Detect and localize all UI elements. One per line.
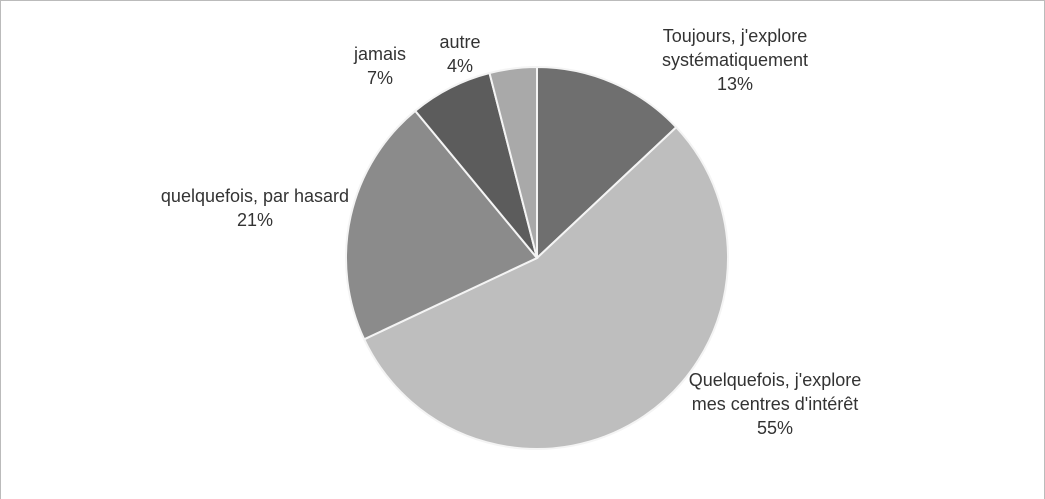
pie-slice xyxy=(345,109,539,341)
value-label: 7% xyxy=(366,68,393,88)
value-label: 4% xyxy=(446,56,473,76)
slice-label: Quelquefois, j'explore mes centres d'int… xyxy=(685,368,865,440)
category-label: Toujours, j'explore systématiquement xyxy=(661,26,809,70)
category-label: jamais xyxy=(353,44,406,64)
pie-slice xyxy=(488,65,538,259)
category-label: Quelquefois, j'explore mes centres d'int… xyxy=(688,370,862,414)
slice-label: autre 4% xyxy=(425,30,495,78)
value-label: 13% xyxy=(716,74,754,94)
category-label: autre xyxy=(439,32,481,52)
slice-label: jamais 7% xyxy=(345,42,415,90)
category-label: quelquefois, par hasard xyxy=(160,186,350,206)
value-label: 55% xyxy=(756,418,794,438)
slice-label: quelquefois, par hasard 21% xyxy=(160,184,350,232)
value-label: 21% xyxy=(236,210,274,230)
pie-slice xyxy=(536,65,678,261)
pie-slice xyxy=(362,125,729,451)
slice-label: Toujours, j'explore systématiquement 13% xyxy=(660,24,810,96)
